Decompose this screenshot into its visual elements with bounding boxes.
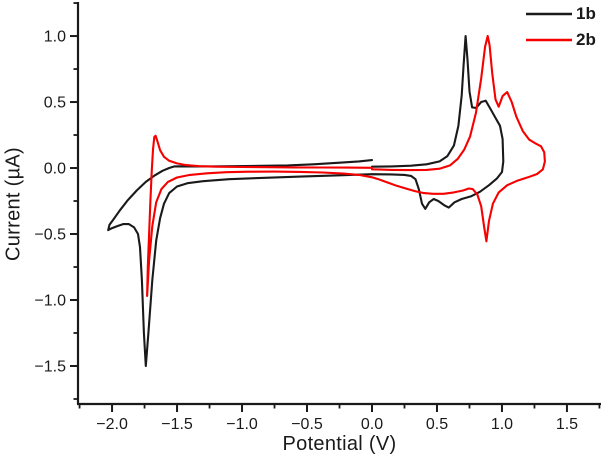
x-tick-label: −2.0	[96, 416, 128, 433]
x-axis-title: Potential (V)	[282, 433, 397, 455]
legend-label-1b: 1b	[576, 4, 596, 23]
y-tick-label: −1.5	[34, 358, 66, 375]
x-tick-label: 0.0	[361, 416, 383, 433]
x-tick-label: −1.5	[161, 416, 193, 433]
y-axis-title: Current (µA)	[2, 146, 25, 262]
y-tick-label: 0.5	[44, 95, 66, 112]
y-tick-label: −0.5	[34, 227, 66, 244]
x-tick-label: 1.0	[491, 416, 513, 433]
curve-2b	[146, 34, 546, 298]
y-tick-label: 1.0	[44, 29, 66, 46]
x-tick-label: −0.5	[291, 416, 323, 433]
curve-1b	[107, 34, 505, 368]
x-tick-label: −1.0	[226, 416, 258, 433]
x-tick-label: 1.5	[556, 416, 578, 433]
y-tick-label: −1.0	[34, 293, 66, 310]
legend-label-2b: 2b	[576, 30, 596, 49]
y-tick-label: 0.0	[44, 161, 66, 178]
x-tick-label: 0.5	[426, 416, 448, 433]
